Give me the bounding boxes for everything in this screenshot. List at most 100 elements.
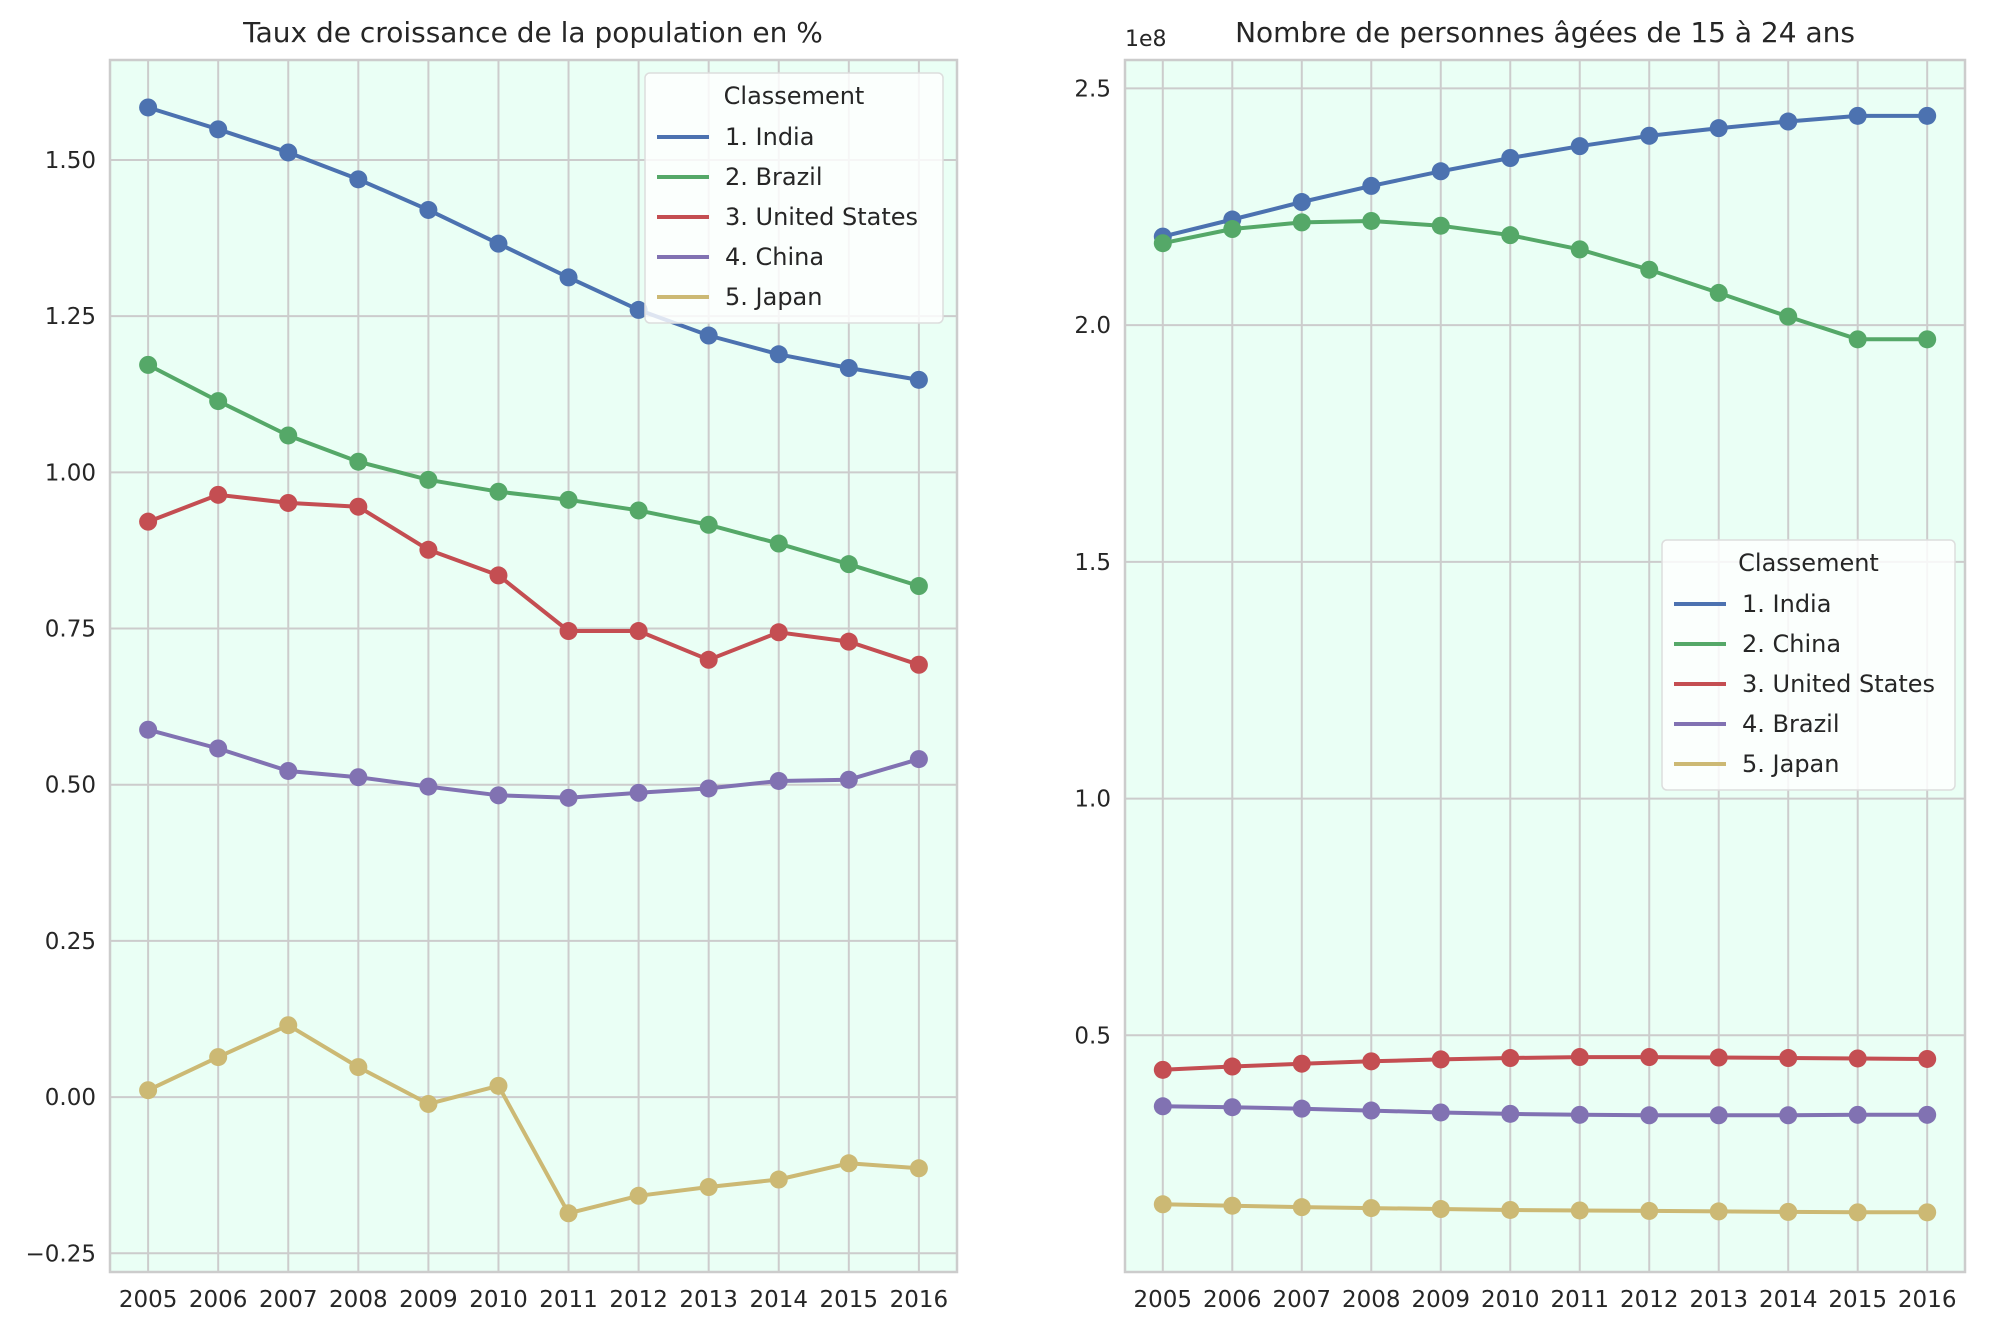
plot-border [1123,58,1967,1274]
data-point [1918,1049,1937,1068]
data-point [1570,1105,1589,1124]
data-point [1431,216,1450,235]
legend-label: 2. China [1742,630,1841,658]
data-point [1779,1202,1798,1221]
data-point [1362,211,1381,230]
x-tick-label: 2008 [329,1287,388,1313]
data-point [769,771,788,790]
data-point [279,493,298,512]
y-tick-label: 1.0 [1074,787,1111,813]
data-point [839,555,858,574]
data-point [1501,226,1520,245]
data-point [1292,213,1311,232]
data-point [1362,1052,1381,1071]
data-point [699,1178,718,1197]
data-point [279,1016,298,1035]
data-point [629,622,648,641]
legend-title: Classement [1738,549,1879,577]
data-point [1570,240,1589,259]
data-point [769,623,788,642]
data-point [1153,1195,1172,1214]
data-point [1848,106,1867,125]
data-point [1292,193,1311,212]
data-point [1640,1106,1659,1125]
data-point [1292,1054,1311,1073]
data-point [1223,1196,1242,1215]
data-point [1223,1098,1242,1117]
y-tick-label: 0.25 [45,929,96,955]
data-point [1431,162,1450,181]
x-tick-label: 2008 [1342,1287,1401,1313]
data-point [1779,307,1798,326]
series [139,355,928,596]
data-point [419,777,438,796]
data-point [629,783,648,802]
data-point [1501,1200,1520,1219]
legend-title: Classement [724,82,865,110]
series [139,485,928,674]
data-point [1709,1202,1728,1221]
data-point [1501,149,1520,168]
legend-label: 5. Japan [725,283,822,311]
legend-label: 1. India [725,123,814,151]
data-point [1362,176,1381,195]
data-point [839,1154,858,1173]
data-point [1362,1101,1381,1120]
x-tick-label: 2009 [1411,1287,1470,1313]
y-tick-label: 0.50 [45,773,96,799]
series [1153,106,1937,246]
plot-area: 2005 2006 2007 2008 2009 2010 2011 2012 2013 2014… [26,58,959,1313]
data-point [1918,330,1937,349]
legend-label: 3. United States [1742,670,1935,698]
data-point [1153,1060,1172,1079]
data-point [909,370,928,389]
series [1153,1195,1937,1222]
x-tick-label: 2005 [119,1287,178,1313]
x-tick-label: 2013 [1689,1287,1748,1313]
data-point [209,392,228,411]
x-tick-label: 2009 [399,1287,458,1313]
x-tick-label: 2012 [609,1287,668,1313]
y-tick-label: 2.5 [1074,76,1111,102]
plot-border [108,58,959,1274]
x-tick-label: 2014 [749,1287,808,1313]
data-point [209,1048,228,1067]
data-point [769,345,788,364]
data-point [139,512,158,531]
data-point [349,768,368,787]
data-point [909,577,928,596]
data-point [1292,1198,1311,1217]
data-point [699,515,718,534]
series-line [147,727,920,800]
data-point [699,779,718,798]
data-point [489,786,508,805]
data-point [1640,1048,1659,1067]
series [139,98,928,389]
y-tick-label: −0.25 [26,1241,96,1267]
legend-label: 4. China [725,243,824,271]
x-tick-label: 2011 [539,1287,598,1313]
x-tick-label: 2014 [1759,1287,1818,1313]
x-tick-label: 2005 [1134,1287,1193,1313]
chart-right: Nombre de personnes âgées de 15 à 24 ans… [1074,16,1967,1313]
data-point [419,200,438,219]
data-point [209,739,228,758]
series [1153,1048,1937,1079]
y-tick-label: 0.00 [45,1085,96,1111]
data-point [349,170,368,189]
data-point [559,788,578,807]
legend-label: 2. Brazil [725,163,823,191]
data-point [279,143,298,162]
y-tick-label: 1.50 [45,148,96,174]
series-line [147,363,920,588]
series [1153,211,1937,349]
data-point [1779,1049,1798,1068]
data-point [1640,1201,1659,1220]
series-line [1162,1104,1928,1118]
x-tick-label: 2012 [1620,1287,1679,1313]
x-tick-label: 2016 [890,1287,949,1313]
data-point [419,470,438,489]
x-tick-label: 2010 [1481,1287,1540,1313]
data-point [1153,1097,1172,1116]
data-point [1709,119,1728,138]
